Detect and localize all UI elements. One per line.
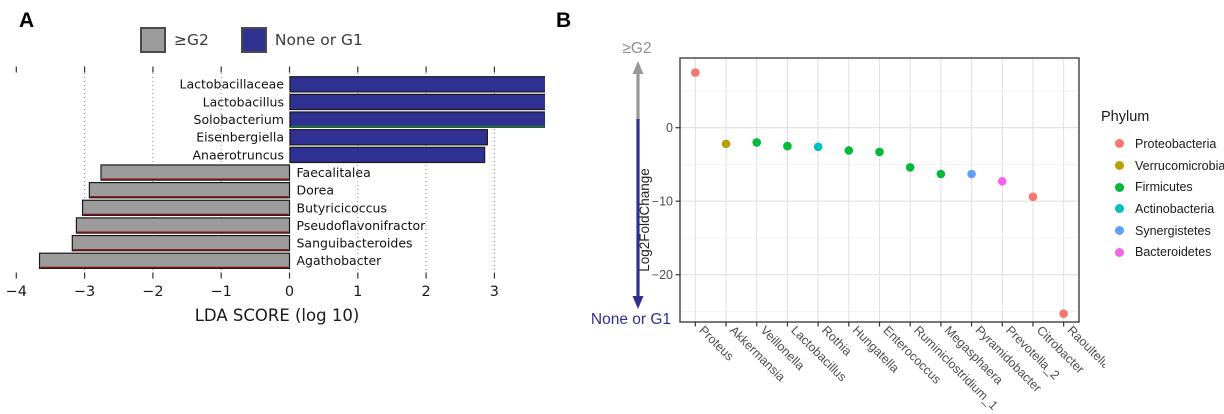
x-tick-label--3: −3 bbox=[74, 284, 95, 300]
lda-legend: ≥G2 None or G1 bbox=[140, 27, 363, 53]
arrow-head-down bbox=[632, 296, 644, 309]
data-point-Hungatella bbox=[844, 146, 854, 155]
y-tick-label--20: −20 bbox=[652, 268, 673, 282]
arrow-up-label: ≥G2 bbox=[622, 40, 651, 57]
phylum-label: Verrucomicrobia bbox=[1135, 158, 1224, 173]
data-point-Akkermansia bbox=[721, 139, 731, 149]
phylum-legend-item-firmicutes: Firmicutes bbox=[1101, 176, 1223, 198]
log2foldchange-scatter-chart: 0−10−20ProteusAkkermansiaVeillonellaLact… bbox=[591, 40, 1105, 413]
x-tick-label-0: 0 bbox=[285, 284, 294, 300]
phylum-legend-title: Phylum bbox=[1101, 109, 1150, 125]
x-axis-title: LDA SCORE (log 10) bbox=[195, 306, 360, 325]
legend-item-geq-g2: ≥G2 bbox=[140, 27, 209, 53]
lda-score-bar-chart: −4 −3 −2 −1 0 1 2 3 Lactobacillaceae Lactobacillu… bbox=[6, 66, 545, 325]
x-tick-label-1: 1 bbox=[353, 284, 362, 300]
data-point-Enterococcus bbox=[875, 147, 884, 157]
bar-label-Faecalitalea: Faecalitalea bbox=[297, 165, 371, 180]
data-point-Prevotella_2 bbox=[997, 177, 1007, 186]
phylum-dot-icon bbox=[1115, 182, 1124, 192]
bar-label-Agathobacter: Agathobacter bbox=[297, 253, 383, 268]
legend-item-none-or-g1: None or G1 bbox=[240, 27, 363, 53]
y-axis-title: Log2FoldChange bbox=[637, 168, 652, 272]
none-or-g1-swatch bbox=[240, 27, 267, 53]
arrow-head-up bbox=[632, 61, 644, 74]
data-point-Citrobacter bbox=[1028, 192, 1038, 202]
data-point-Ruminiclostridium_1 bbox=[905, 163, 915, 172]
phylum-legend-item-synergistetes: Synergistetes bbox=[1101, 220, 1223, 242]
phylum-label: Proteobacteria bbox=[1135, 136, 1217, 151]
bar-Faecalitalea bbox=[100, 164, 291, 181]
phylum-legend-item-verrucomicrobia: Verrucomicrobia bbox=[1101, 155, 1224, 177]
bar-Agathobacter bbox=[38, 252, 291, 269]
data-point-Lactobacillus bbox=[783, 141, 792, 151]
panel-b-label: B bbox=[556, 9, 572, 32]
phylum-legend-items: Proteobacteria Verrucomicrobia Firmicutes A… bbox=[1101, 133, 1224, 263]
phylum-legend-item-bacteroidetes: Bacteroidetes bbox=[1101, 241, 1223, 263]
bar-Lactobacillus bbox=[289, 93, 545, 111]
data-point-Raoultella bbox=[1059, 309, 1068, 318]
data-point-Veillonella bbox=[752, 138, 762, 147]
geq-g2-swatch bbox=[140, 27, 166, 53]
y-tick-label--10: −10 bbox=[652, 194, 673, 208]
panel-b: B 0 −10 −20 Proteus Akkermansia Veillonella La… bbox=[545, 0, 1224, 414]
phylum-legend: Phylum Proteobacteria Verrucomicrobia Firm… bbox=[1101, 109, 1224, 263]
phylum-dot-icon bbox=[1115, 247, 1124, 257]
data-point-Rothia bbox=[813, 142, 823, 152]
bar-Pseudoflavonifractor bbox=[75, 217, 291, 234]
x-tick-label--1: −1 bbox=[211, 284, 232, 300]
bar-Anaerotruncus bbox=[289, 146, 486, 164]
geq-g2-label: ≥G2 bbox=[174, 31, 209, 49]
phylum-label: Actinobacteria bbox=[1135, 201, 1215, 216]
phylum-label: Synergistetes bbox=[1135, 223, 1211, 238]
bar-Lactobacillaceae bbox=[289, 76, 545, 93]
bar-Eisenbergiella bbox=[289, 129, 488, 146]
none-or-g1-label: None or G1 bbox=[274, 31, 363, 49]
data-point-Pyramidobacter bbox=[967, 169, 976, 179]
bar-Sanguibacteroides bbox=[71, 234, 291, 252]
bar-label-Lactobacillus: Lactobacillus bbox=[203, 94, 284, 109]
y-tick-label-0: 0 bbox=[666, 121, 673, 135]
panel-a: A ≥G2 None or G1 −4 −3 −2 −1 0 1 2 3 Lactobacill… bbox=[0, 0, 545, 414]
bar-label-Pseudoflavonifractor: Pseudoflavonifractor bbox=[297, 218, 427, 233]
phylum-dot-icon bbox=[1115, 161, 1124, 171]
bar-label-Solobacterium: Solobacterium bbox=[194, 112, 284, 127]
phylum-label: Bacteroidetes bbox=[1135, 245, 1212, 260]
data-point-Proteus bbox=[691, 68, 700, 77]
bar-label-Eisenbergiella: Eisenbergiella bbox=[196, 130, 284, 145]
phylum-legend-item-actinobacteria: Actinobacteria bbox=[1101, 198, 1223, 220]
phylum-dot-icon bbox=[1115, 139, 1124, 149]
bar-label-Anaerotruncus: Anaerotruncus bbox=[192, 147, 284, 162]
phylum-dot-icon bbox=[1115, 204, 1124, 214]
bar-label-Sanguibacteroides: Sanguibacteroides bbox=[297, 236, 413, 251]
bar-label-Dorea: Dorea bbox=[297, 183, 335, 198]
panel-a-label: A bbox=[19, 9, 35, 32]
phylum-legend-item-proteobacteria: Proteobacteria bbox=[1101, 133, 1223, 155]
bar-Butyricicoccus bbox=[81, 199, 291, 217]
data-point-Megasphaera bbox=[936, 169, 946, 179]
x-tick-label--2: −2 bbox=[142, 284, 163, 300]
bar-Solobacterium bbox=[289, 111, 545, 128]
x-tick-label-2: 2 bbox=[421, 284, 430, 300]
arrow-down-label: None or G1 bbox=[591, 311, 671, 328]
phylum-label: Firmicutes bbox=[1135, 180, 1193, 195]
x-tick-label--4: −4 bbox=[6, 284, 27, 300]
bar-label-Butyricicoccus: Butyricicoccus bbox=[297, 200, 387, 215]
phylum-dot-icon bbox=[1115, 226, 1124, 236]
bar-Dorea bbox=[88, 182, 291, 199]
bar-label-Lactobacillaceae: Lactobacillaceae bbox=[179, 77, 284, 92]
x-tick-label-3: 3 bbox=[490, 284, 499, 300]
